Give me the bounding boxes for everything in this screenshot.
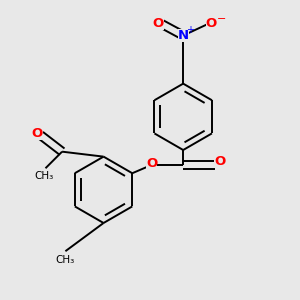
Text: O: O [146, 157, 157, 170]
Text: CH₃: CH₃ [34, 170, 53, 181]
Text: N: N [178, 29, 189, 42]
Text: O: O [153, 17, 164, 30]
Text: O: O [214, 155, 225, 168]
Text: CH₃: CH₃ [56, 256, 75, 266]
Text: −: − [217, 14, 226, 24]
Text: +: + [187, 25, 194, 34]
Text: O: O [32, 127, 43, 140]
Text: O: O [206, 17, 217, 30]
